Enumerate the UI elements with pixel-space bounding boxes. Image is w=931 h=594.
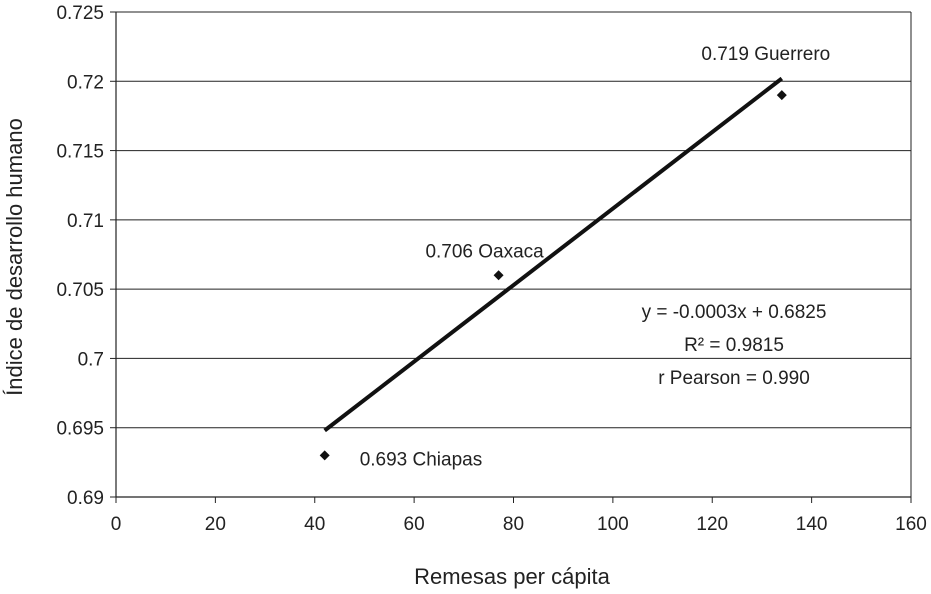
point-label: 0.719 Guerrero xyxy=(701,44,830,65)
data-point xyxy=(493,270,504,281)
x-tick-label: 60 xyxy=(404,514,425,535)
x-tick-label: 40 xyxy=(304,514,325,535)
trend-line xyxy=(323,76,784,433)
x-tick-label: 0 xyxy=(111,514,122,535)
data-point xyxy=(776,90,787,101)
data-point xyxy=(319,450,330,461)
x-tick-label: 20 xyxy=(205,514,226,535)
y-tick-label: 0.71 xyxy=(67,211,104,232)
regression-equation: y = -0.0003x + 0.6825 xyxy=(642,302,827,323)
y-axis-title: Índice de desarrollo humano xyxy=(2,118,27,396)
y-tick-label: 0.72 xyxy=(67,72,104,93)
point-label: 0.706 Oaxaca xyxy=(425,241,544,262)
x-axis-title: Remesas per cápita xyxy=(414,564,610,589)
x-tick-label: 120 xyxy=(696,514,728,535)
axes xyxy=(110,11,912,503)
point-labels: 0.693 Chiapas 0.706 Oaxaca 0.719 Guerrero xyxy=(360,44,831,470)
gridlines xyxy=(116,11,911,498)
point-label: 0.693 Chiapas xyxy=(360,449,483,470)
x-tick-label: 140 xyxy=(796,514,828,535)
y-tick-label: 0.715 xyxy=(56,142,104,163)
y-tick-label: 0.7 xyxy=(78,349,104,370)
y-tick-label: 0.705 xyxy=(56,280,104,301)
y-tick-label: 0.725 xyxy=(56,3,104,24)
y-tick-label: 0.69 xyxy=(67,488,104,509)
y-tick-label: 0.695 xyxy=(56,419,104,440)
data-points xyxy=(319,90,787,461)
x-tick-label: 160 xyxy=(895,514,927,535)
x-tick-label: 80 xyxy=(503,514,524,535)
x-tick-label: 100 xyxy=(597,514,629,535)
r-squared: R² = 0.9815 xyxy=(684,335,784,356)
tick-labels: 0.69 0.695 0.7 0.705 0.71 0.715 0.72 0.725 0 20 40… xyxy=(56,3,926,535)
pearson-r: r Pearson = 0.990 xyxy=(658,368,810,389)
